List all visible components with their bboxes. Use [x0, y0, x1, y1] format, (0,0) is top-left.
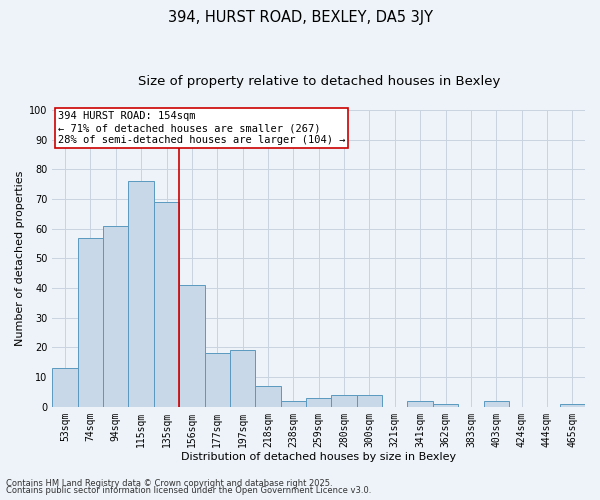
Bar	[255, 386, 281, 407]
Bar	[407, 401, 433, 407]
Bar	[433, 404, 458, 407]
Text: 394 HURST ROAD: 154sqm
← 71% of detached houses are smaller (267)
28% of semi-de: 394 HURST ROAD: 154sqm ← 71% of detached…	[58, 112, 345, 144]
Bar	[103, 226, 128, 407]
Text: Contains HM Land Registry data © Crown copyright and database right 2025.: Contains HM Land Registry data © Crown c…	[6, 478, 332, 488]
Bar	[230, 350, 255, 407]
Bar	[205, 354, 230, 407]
Bar	[154, 202, 179, 407]
Bar	[484, 401, 509, 407]
X-axis label: Distribution of detached houses by size in Bexley: Distribution of detached houses by size …	[181, 452, 456, 462]
Text: Contains public sector information licensed under the Open Government Licence v3: Contains public sector information licen…	[6, 486, 371, 495]
Bar	[560, 404, 585, 407]
Bar	[52, 368, 78, 407]
Text: 394, HURST ROAD, BEXLEY, DA5 3JY: 394, HURST ROAD, BEXLEY, DA5 3JY	[167, 10, 433, 25]
Title: Size of property relative to detached houses in Bexley: Size of property relative to detached ho…	[137, 75, 500, 88]
Bar	[179, 285, 205, 407]
Bar	[281, 401, 306, 407]
Bar	[78, 238, 103, 407]
Bar	[357, 395, 382, 407]
Bar	[331, 395, 357, 407]
Y-axis label: Number of detached properties: Number of detached properties	[15, 170, 25, 346]
Bar	[128, 181, 154, 407]
Bar	[306, 398, 331, 407]
